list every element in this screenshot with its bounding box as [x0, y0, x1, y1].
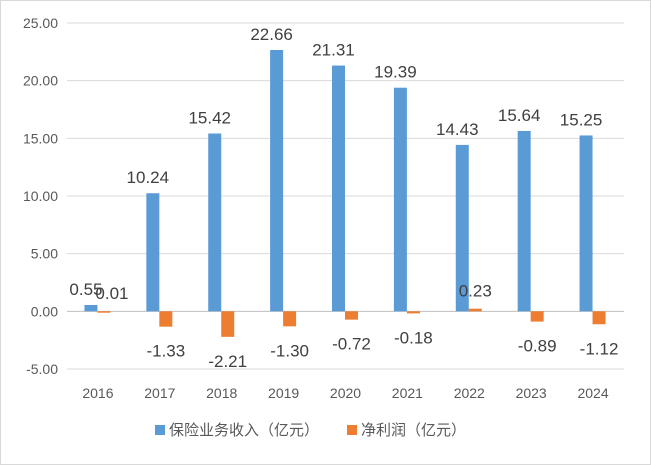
y-tick-label: -5.00 [26, 361, 58, 377]
profit-data-label: -0.18 [394, 328, 433, 347]
revenue-bar-2022 [455, 144, 469, 312]
revenue-bar-2020 [332, 65, 345, 312]
y-tick-label: 5.00 [31, 246, 58, 262]
y-tick-label: 20.00 [23, 73, 58, 89]
legend-swatch [347, 425, 357, 435]
revenue-data-label: 19.39 [374, 63, 417, 82]
revenue-data-label: 15.25 [560, 110, 603, 129]
profit-bar-2016 [97, 311, 111, 313]
legend: 保险业务收入（亿元） 净利润（亿元） [155, 422, 466, 439]
revenue-bar-2021 [393, 87, 407, 312]
legend-label: 净利润（亿元） [361, 422, 466, 439]
bars [84, 49, 606, 337]
x-axis: 2016 2017 2018 2019 2020 2021 2022 2023 2024 [82, 385, 608, 401]
y-tick-label: 0.00 [31, 303, 58, 319]
profit-data-label: -1.30 [270, 341, 309, 360]
revenue-data-label: 0.55 [69, 280, 102, 299]
x-tick-label: 2017 [144, 385, 175, 401]
legend-label: 保险业务收入（亿元） [169, 422, 319, 439]
revenue-data-label: 14.43 [436, 120, 479, 139]
revenue-data-label: 10.24 [127, 168, 170, 187]
profit-bar-2019 [283, 311, 297, 327]
y-tick-label: 25.00 [23, 15, 58, 31]
revenue-bar-2023 [517, 130, 531, 312]
profit-bar-2023 [530, 311, 544, 322]
profit-data-label: -0.89 [518, 337, 557, 356]
profit-bar-2024 [592, 311, 606, 325]
x-tick-label: 2018 [206, 385, 237, 401]
revenue-data-label: 22.66 [250, 25, 293, 44]
data-labels: 0.550.01 10.24 -1.33 15.42 -2.21 22.66 -1.30 21… [69, 25, 618, 371]
revenue-data-label: 21.31 [312, 41, 355, 60]
x-tick-label: 2024 [577, 385, 608, 401]
profit-data-label: -1.12 [580, 339, 619, 358]
y-tick-label: 15.00 [23, 130, 58, 146]
profit-bar-2017 [159, 311, 173, 327]
x-tick-label: 2020 [330, 385, 361, 401]
revenue-bar-2024 [579, 135, 593, 312]
revenue-bar-2016 [84, 304, 98, 312]
x-tick-label: 2023 [516, 385, 547, 401]
revenue-bar-2018 [208, 133, 222, 312]
profit-bar-2018 [221, 311, 235, 337]
revenue-data-label: 15.64 [498, 106, 541, 125]
profit-data-label: 0.01 [95, 284, 128, 303]
legend-swatch [155, 425, 165, 435]
x-tick-label: 2016 [82, 385, 113, 401]
x-tick-label: 2022 [454, 385, 485, 401]
x-tick-label: 2019 [268, 385, 299, 401]
y-axis: 25.00 20.00 15.00 10.00 5.00 0.00 -5.00 [23, 15, 58, 377]
profit-data-label: -0.72 [332, 335, 371, 354]
revenue-bar-2019 [270, 49, 284, 312]
profit-bar-2020 [345, 311, 358, 320]
revenue-data-label: 15.42 [188, 108, 231, 127]
revenue-bar-2017 [146, 193, 160, 312]
profit-data-label: 0.23 [459, 282, 492, 301]
y-tick-label: 10.00 [23, 188, 58, 204]
profit-data-label: -2.21 [208, 352, 247, 371]
profit-bar-2021 [406, 311, 420, 314]
x-tick-label: 2021 [392, 385, 423, 401]
profit-data-label: -1.33 [146, 342, 185, 361]
profit-bar-2022 [468, 308, 482, 312]
